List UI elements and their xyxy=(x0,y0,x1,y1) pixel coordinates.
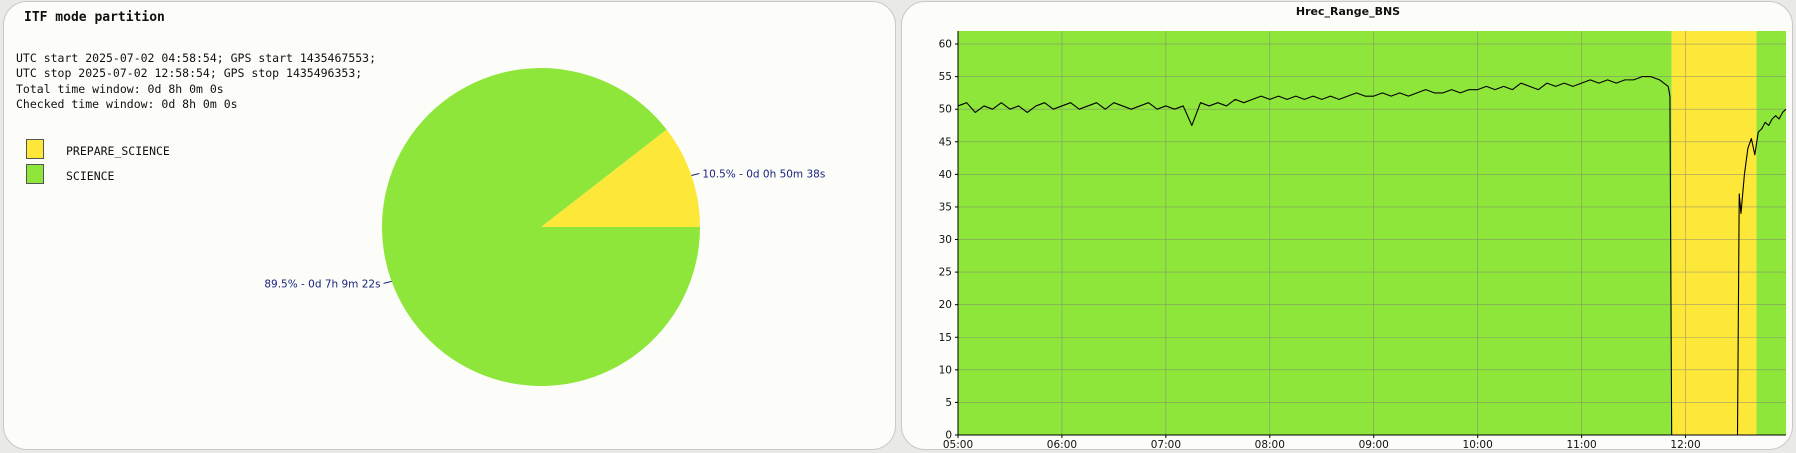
pie-label-leader xyxy=(691,173,700,176)
y-tick-label: 45 xyxy=(939,136,952,148)
line-chart-title: Hrec_Range_BNS xyxy=(1295,5,1401,18)
y-tick-label: 30 xyxy=(939,234,952,246)
x-tick-label: 06:00 xyxy=(1047,439,1077,450)
mode-band-prepare-science xyxy=(1671,31,1757,435)
grid-lines xyxy=(957,31,1786,436)
x-tick-label: 07:00 xyxy=(1151,439,1181,450)
y-tick-label: 60 xyxy=(939,39,952,51)
pie-slice-prepare-science xyxy=(541,129,700,227)
mode-band-science xyxy=(958,31,1672,435)
y-tick-label: 20 xyxy=(939,299,952,311)
y-tick-label: 15 xyxy=(939,332,952,344)
x-tick-label: 08:00 xyxy=(1255,439,1285,450)
y-tick-label: 50 xyxy=(939,104,952,116)
utc-start-line: UTC start 2025-07-02 04:58:54; GPS start… xyxy=(16,51,377,65)
y-tick-label: 10 xyxy=(939,364,952,376)
pie-chart-title: ITF mode partition xyxy=(24,10,165,25)
x-tick-label: 05:00 xyxy=(943,439,973,450)
range-series-line xyxy=(957,76,1787,436)
total-window-line: Total time window: 0d 8h 0m 0s xyxy=(16,81,224,96)
utc-stop-line: UTC stop 2025-07-02 12:58:54; GPS stop 1… xyxy=(16,66,363,81)
x-tick-label: 12:00 xyxy=(1670,439,1700,450)
y-tick-label: 25 xyxy=(939,267,952,279)
pie-label-leader xyxy=(383,280,392,284)
y-tick-label: 5 xyxy=(945,397,952,409)
pie-data-label: 89.5% - 0d 7h 9m 22s xyxy=(264,278,380,290)
pie-data-label: 10.5% - 0d 0h 50m 38s xyxy=(702,169,825,181)
pie-chart: 10.5% - 0d 0h 50m 38s 89.5% - 0d 7h 9m 22… xyxy=(264,68,825,387)
legend-label-science: SCIENCE xyxy=(66,169,115,183)
checked-window-line: Checked time window: 0d 8h 0m 0s xyxy=(16,96,238,111)
range-line-chart: 0 5 10 15 20 25 30 35 40 45 50 55 60 05:00 06:00 07:00 0… xyxy=(939,31,1787,450)
x-tick-label: 10:00 xyxy=(1463,439,1493,450)
x-tick-label: 11:00 xyxy=(1566,439,1596,450)
legend-swatch-science xyxy=(26,164,44,184)
y-tick-label: 55 xyxy=(939,71,952,83)
legend-swatch-prepare-science xyxy=(26,139,44,159)
legend-label-prepare-science: PREPARE_SCIENCE xyxy=(66,144,170,158)
itf-mode-partition-panel: ITF mode partition UTC start 2025-07-02 … xyxy=(3,1,896,450)
y-tick-label: 0 xyxy=(945,430,952,442)
hrec-range-panel: 0 5 10 15 20 25 30 35 40 45 50 55 60 05:00 06:00 07:00 0… xyxy=(901,1,1793,450)
pie-slice-science xyxy=(382,68,700,387)
x-tick-label: 09:00 xyxy=(1359,439,1389,450)
y-tick-label: 40 xyxy=(939,169,952,181)
time-window-info: UTC start 2025-07-02 04:58:54; GPS start… xyxy=(16,51,376,112)
y-tick-label: 35 xyxy=(939,201,952,213)
mode-band-science xyxy=(1756,31,1786,435)
